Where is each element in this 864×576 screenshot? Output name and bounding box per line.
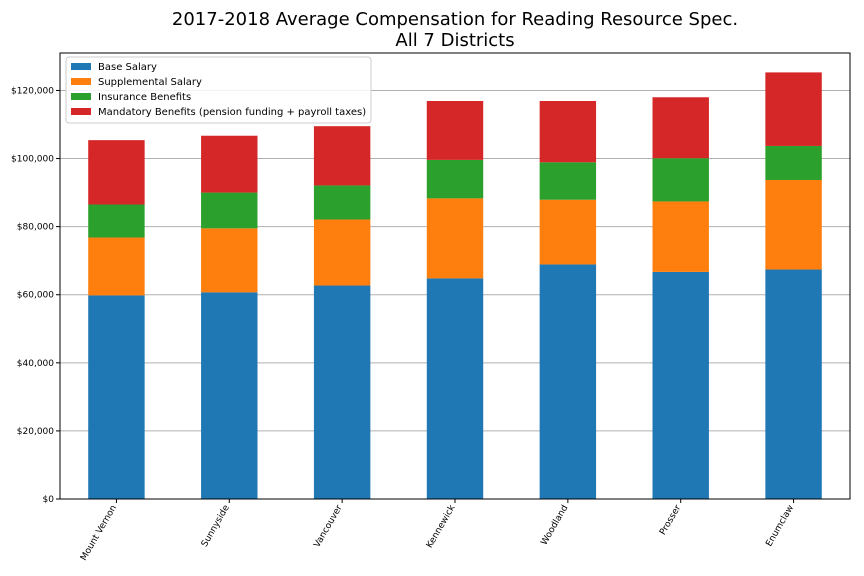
bar-segment	[313, 126, 371, 186]
bar-segment	[652, 271, 709, 499]
bar-segment	[426, 278, 484, 499]
bar-segment	[652, 201, 709, 272]
bar-segment	[201, 292, 258, 499]
x-tick-label: Prosser	[658, 503, 683, 537]
bar-segment	[88, 140, 145, 205]
plot-frame	[59, 52, 851, 500]
chart-subtitle: All 7 Districts	[395, 30, 514, 51]
bar-segment	[765, 179, 822, 270]
x-axis: Mount Vernon Sunnyside Vancouver Kennewick W…	[79, 499, 796, 563]
bar-segment	[765, 269, 822, 499]
bar-segment	[765, 145, 822, 180]
legend-label: Base Salary	[98, 62, 157, 73]
legend-swatch	[71, 63, 91, 70]
bar-segment	[539, 162, 597, 200]
bar-segment	[426, 159, 484, 199]
bar-segment	[313, 219, 371, 286]
bar-segment	[313, 285, 371, 499]
bar-segment	[539, 199, 597, 265]
legend-box	[65, 56, 372, 124]
bar-segment	[426, 198, 484, 279]
y-tick-label: $20,000	[17, 427, 54, 437]
y-tick-label: $0	[43, 495, 55, 505]
bar-segment	[313, 185, 371, 220]
legend-label: Mandatory Benefits (pension funding + pa…	[98, 107, 366, 118]
legend-swatch	[71, 93, 91, 100]
x-tick-label: Enumclaw	[764, 504, 796, 549]
bar-segment	[539, 264, 597, 499]
bar-segment	[201, 228, 258, 293]
y-tick-label: $80,000	[17, 223, 54, 233]
bar-segment	[652, 97, 709, 159]
legend-swatch	[71, 108, 91, 115]
x-tick-label: Sunnyside	[200, 503, 232, 549]
bar-segment	[88, 237, 145, 296]
bar-segment	[652, 158, 709, 202]
bar-segment	[201, 135, 258, 193]
y-tick-label: $120,000	[11, 86, 54, 96]
bar-segment	[765, 72, 822, 146]
legend: Base Salary Supplemental Salary Insurance …	[65, 56, 372, 124]
y-tick-label: $40,000	[17, 359, 54, 369]
bar-segment	[201, 192, 258, 229]
bar-segment	[88, 204, 145, 238]
legend-label: Supplemental Salary	[98, 77, 202, 88]
x-tick-label: Vancouver	[312, 503, 345, 549]
x-tick-label: Woodland	[540, 504, 571, 548]
y-tick-label: $60,000	[17, 291, 54, 301]
x-tick-label: Kennewick	[425, 503, 458, 550]
bar-segment	[426, 101, 484, 160]
legend-swatch	[71, 78, 91, 85]
y-axis: $0 $20,000 $40,000 $60,000 $80,000 $100,000 $1…	[11, 86, 60, 505]
bar-segment	[539, 101, 597, 163]
bars	[88, 72, 822, 499]
y-tick-label: $100,000	[11, 155, 54, 165]
chart-title: 2017-2018 Average Compensation for Readi…	[172, 9, 738, 30]
bar-segment	[88, 295, 145, 499]
x-tick-label: Mount Vernon	[79, 504, 119, 563]
legend-label: Insurance Benefits	[98, 92, 191, 103]
